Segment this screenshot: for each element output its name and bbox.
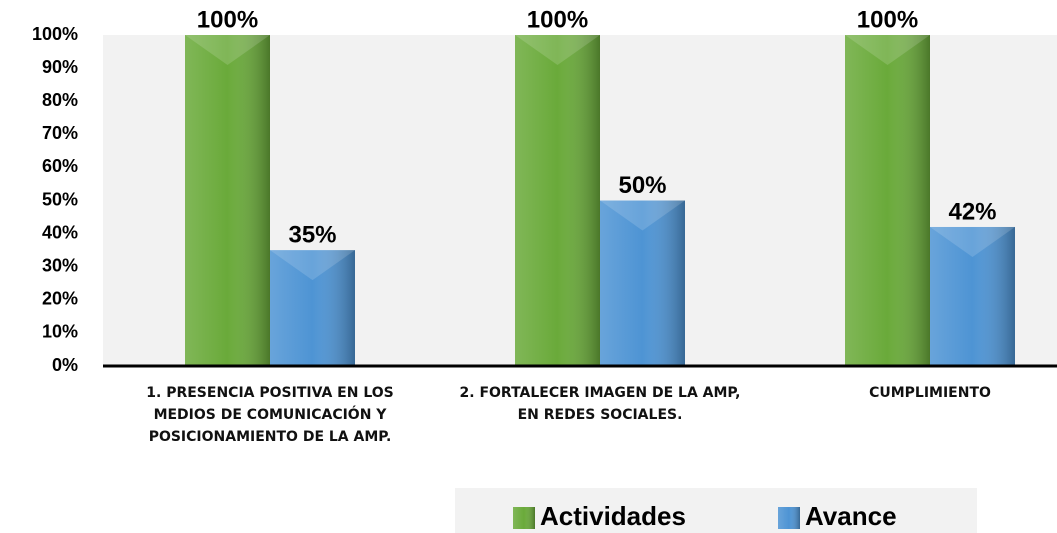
bar-bevel	[515, 35, 600, 65]
y-tick-label: 100%	[32, 24, 78, 44]
data-label: 35%	[288, 221, 336, 248]
x-tick-label: 2. FORTALECER IMAGEN DE LA AMP, EN REDES…	[459, 385, 741, 423]
data-label: 100%	[857, 6, 918, 33]
legend-label: Actividades	[540, 501, 686, 531]
y-tick-label: 60%	[42, 156, 78, 176]
x-tick-label-box: CUMPLIMIENTO	[869, 385, 991, 401]
bar-shade	[185, 35, 270, 366]
bar-bevel	[270, 250, 355, 281]
data-label: 100%	[527, 6, 588, 33]
y-tick-label: 90%	[42, 57, 78, 77]
y-tick-label: 80%	[42, 90, 78, 110]
y-tick-label: 40%	[42, 222, 78, 242]
bar-bevel	[185, 35, 270, 65]
legend-swatch-shade	[778, 507, 800, 529]
bar-shade	[845, 35, 930, 366]
bar-shade	[930, 226, 1015, 366]
data-label: 42%	[948, 198, 996, 225]
bar-shade	[270, 250, 355, 366]
y-tick-label: 0%	[52, 355, 78, 375]
bar-shade	[600, 200, 685, 366]
y-tick-label: 70%	[42, 123, 78, 143]
bar-bevel	[600, 200, 685, 231]
x-tick-label-box: 1. PRESENCIA POSITIVA EN LOS MEDIOS DE C…	[146, 385, 394, 445]
y-tick-label: 20%	[42, 289, 78, 309]
data-label: 100%	[197, 6, 258, 33]
bar-shade	[515, 35, 600, 366]
y-tick-label: 10%	[42, 322, 78, 342]
legend-box	[455, 488, 977, 533]
data-label: 50%	[618, 172, 666, 199]
x-tick-label: 1. PRESENCIA POSITIVA EN LOS MEDIOS DE C…	[146, 385, 394, 445]
bar-bevel	[845, 35, 930, 65]
legend-swatch-shade	[513, 507, 535, 529]
y-tick-label: 30%	[42, 255, 78, 275]
bar-bevel	[930, 226, 1015, 257]
x-tick-label-box: 2. FORTALECER IMAGEN DE LA AMP, EN REDES…	[459, 385, 741, 423]
y-tick-label: 50%	[42, 189, 78, 209]
x-tick-label: CUMPLIMIENTO	[869, 385, 991, 401]
legend-label: Avance	[805, 501, 897, 531]
